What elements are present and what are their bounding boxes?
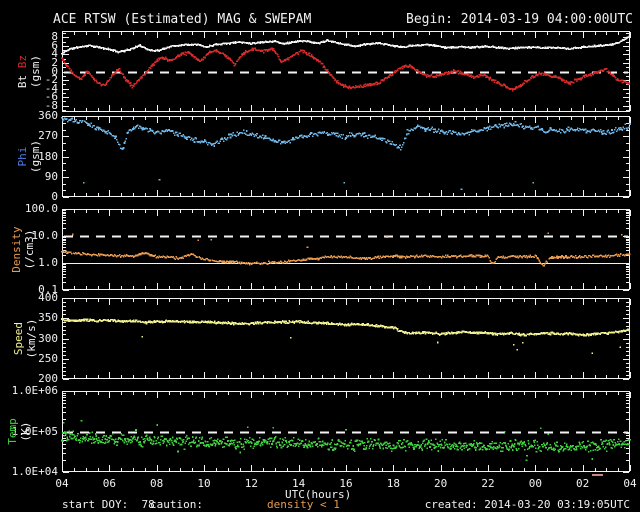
- y-tick-label: 4: [51, 47, 58, 61]
- series-speed: [61, 318, 631, 355]
- y-tick-label: 1.0E+05: [11, 424, 58, 438]
- y-tick-label: 400: [38, 291, 58, 304]
- y-tick-label: 6: [51, 38, 58, 52]
- y-tick-label: 1.0E+04: [11, 465, 58, 478]
- y-axis-label-text: (K): [19, 421, 32, 442]
- start-doy-label: start DOY: 78: [62, 498, 155, 511]
- y-tick-label: -2: [44, 73, 58, 87]
- y-axis-label-text: (km/s): [25, 318, 38, 359]
- y-tick-label: 90: [44, 169, 58, 183]
- y-tick-label: 1.0E+06: [11, 384, 58, 397]
- y-axis-label-text: Phi: [16, 146, 29, 167]
- series-phi: [61, 117, 631, 190]
- x-tick-label: 00: [528, 477, 542, 490]
- data-gap-marker: [592, 474, 603, 476]
- y-tick-label: 1.0: [38, 256, 58, 269]
- y-tick-label: 10.0: [31, 229, 59, 242]
- series-temp: [61, 420, 631, 462]
- panel-mag: [61, 31, 631, 112]
- y-tick-label: 180: [38, 149, 58, 163]
- y-axis-label-text: Speed: [12, 321, 25, 356]
- series-density: [61, 232, 631, 267]
- created-timestamp: created: 2014-03-20 03:19:05UTC: [424, 498, 630, 511]
- y-tick-label: -6: [44, 90, 58, 104]
- x-tick-label: 12: [244, 477, 258, 490]
- x-tick-label: 04: [55, 477, 69, 490]
- x-tick-label: 20: [434, 477, 448, 490]
- y-axis-label-text: (gsm): [29, 54, 42, 89]
- y-tick-label: 2: [51, 55, 58, 69]
- x-tick-label: 10: [197, 477, 211, 490]
- y-axis-label-density: Density (/cm3): [10, 209, 36, 290]
- y-tick-label: 0.1: [38, 283, 58, 296]
- y-axis-label-text: Density: [10, 226, 23, 273]
- y-tick-label: 0: [51, 64, 58, 78]
- y-tick-label: 350: [38, 311, 58, 325]
- y-axis-label-temp: Temp (K): [6, 391, 32, 472]
- y-tick-label: 200: [38, 372, 58, 385]
- y-axis-label-text: Bt: [16, 68, 29, 89]
- series-bz: [61, 47, 631, 92]
- y-axis-label-phi: Phi (gsm): [16, 116, 42, 197]
- y-tick-label: 250: [38, 351, 58, 365]
- y-axis-label-text: (/cm3): [23, 229, 36, 270]
- y-axis-label-text: (gsm): [29, 139, 42, 174]
- x-tick-label: 02: [576, 477, 590, 490]
- y-axis-label-text: Temp: [6, 418, 19, 445]
- y-tick-label: 100.0: [24, 202, 58, 215]
- chart-title: ACE RTSW (Estimated) MAG & SWEPAM: [53, 12, 312, 27]
- x-tick-label: 16: [339, 477, 353, 490]
- y-axis-label-mag: Bt Bz (gsm): [16, 31, 42, 112]
- panel-speed: [61, 298, 631, 380]
- y-tick-label: -4: [44, 81, 58, 95]
- panel-phi: [61, 116, 631, 198]
- x-tick-label: 22: [481, 477, 495, 490]
- y-axis-label-text: Bz: [16, 54, 29, 69]
- x-tick-label: 04: [623, 477, 637, 490]
- begin-timestamp: Begin: 2014-03-19 04:00:00UTC: [406, 12, 633, 27]
- x-tick-label: 18: [386, 477, 400, 490]
- y-axis-label-speed: Speed (km/s): [12, 298, 38, 379]
- series-bt: [61, 35, 631, 55]
- panel-temp: [61, 391, 631, 473]
- y-tick-label: 300: [38, 331, 58, 345]
- panel-density: [61, 209, 631, 291]
- y-tick-label: 270: [38, 129, 58, 143]
- x-tick-label: 14: [292, 477, 306, 490]
- x-tick-label: 08: [150, 477, 164, 490]
- x-tick-label: 06: [102, 477, 116, 490]
- y-tick-label: 360: [38, 109, 58, 122]
- y-tick-label: -8: [44, 98, 58, 112]
- y-tick-label: 0: [51, 190, 58, 203]
- x-axis-title: UTC(hours): [285, 488, 352, 501]
- caution-label: caution:: [150, 498, 203, 511]
- density-warning: density < 1: [267, 498, 340, 511]
- y-tick-label: 8: [51, 30, 58, 44]
